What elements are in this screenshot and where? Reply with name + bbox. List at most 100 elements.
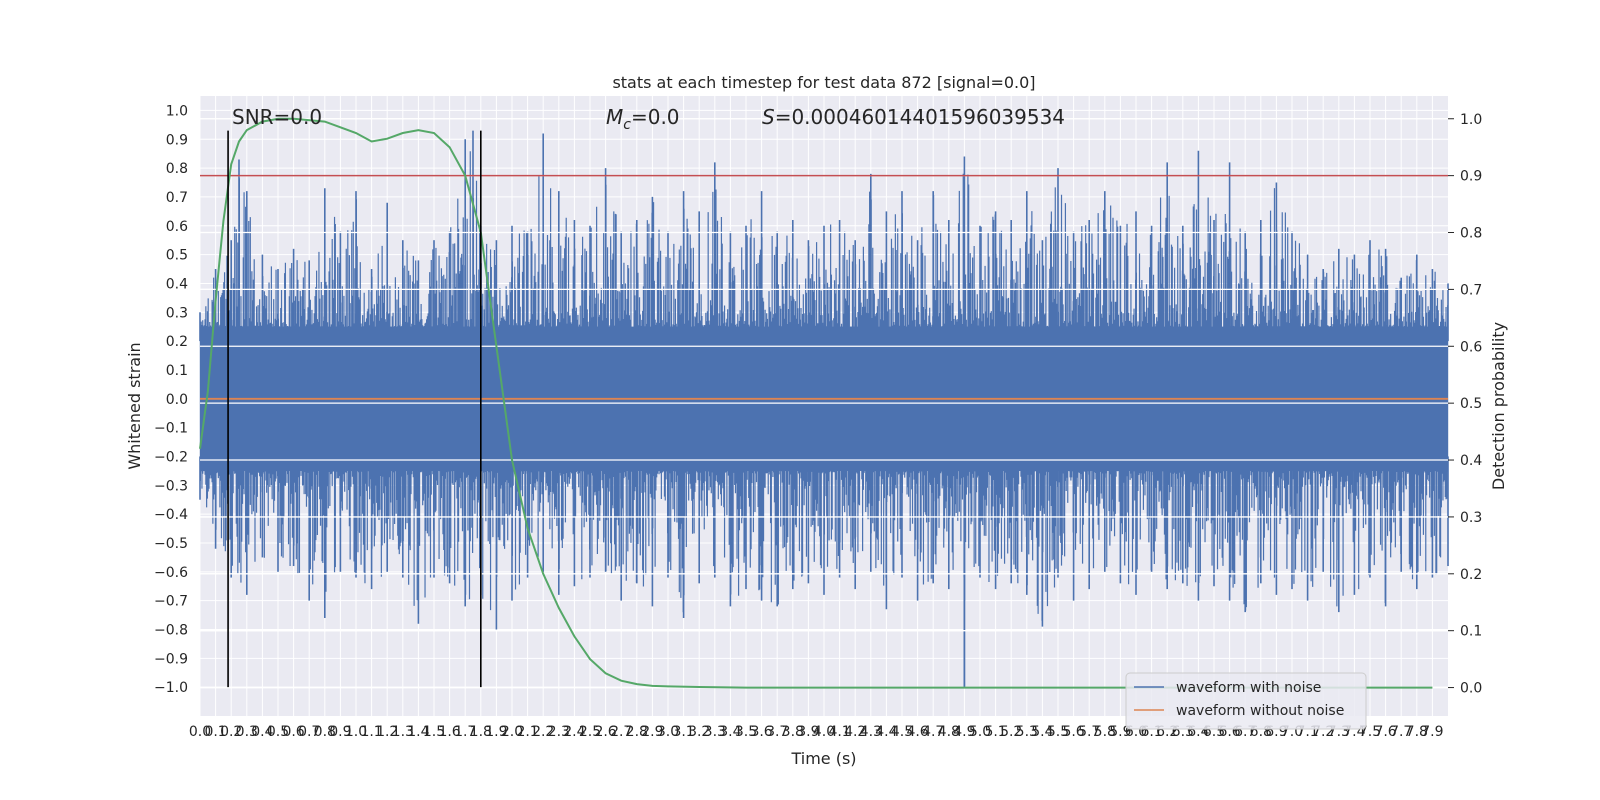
x-tick-label: 4.1 <box>828 724 850 740</box>
x-tick-label: 1.8 <box>470 724 492 740</box>
x-tick-label: 7.7 <box>1390 724 1412 740</box>
plot-series <box>199 117 1449 689</box>
x-tick-label: 5.0 <box>969 724 991 740</box>
left-tick-label: −0.2 <box>154 449 188 465</box>
x-tick-label: 1.9 <box>485 724 507 740</box>
x-tick-label: 4.6 <box>906 724 928 740</box>
x-tick-label: 4.3 <box>860 724 882 740</box>
x-tick-label: 0.5 <box>267 724 289 740</box>
x-tick-label: 3.0 <box>657 724 679 740</box>
x-tick-label: 1.3 <box>392 724 414 740</box>
x-tick-label: 3.5 <box>735 724 757 740</box>
x-tick-label: 0.1 <box>204 724 226 740</box>
left-tick-label: 0.0 <box>166 392 188 408</box>
x-tick-label: 4.9 <box>953 724 975 740</box>
left-tick-label: −0.3 <box>154 478 188 494</box>
x-tick-label: 2.3 <box>548 724 570 740</box>
x-tick-label: 2.6 <box>594 724 616 740</box>
x-tick-label: 3.3 <box>704 724 726 740</box>
x-tick-label: 1.4 <box>407 724 429 740</box>
left-axis-label: Whitened strain <box>125 342 144 469</box>
x-tick-label: 0.7 <box>298 724 320 740</box>
x-tick-label: 2.8 <box>626 724 648 740</box>
x-tick-label: 1.2 <box>376 724 398 740</box>
right-tick-label: 0.7 <box>1460 282 1482 298</box>
x-tick-label: 2.1 <box>516 724 538 740</box>
left-tick-label: 0.7 <box>166 190 188 206</box>
left-tick-label: 0.2 <box>166 334 188 350</box>
left-tick-label: −0.5 <box>154 536 188 552</box>
x-tick-label: 3.2 <box>688 724 710 740</box>
s-symbol: S <box>762 105 775 129</box>
x-tick-label: 7.8 <box>1406 724 1428 740</box>
x-tick-label: 4.8 <box>938 724 960 740</box>
right-axis-label: Detection probability <box>1489 322 1508 490</box>
legend: waveform with noise waveform without noi… <box>1125 672 1367 730</box>
x-tick-label: 5.6 <box>1062 724 1084 740</box>
x-tick-label: 2.0 <box>501 724 523 740</box>
chart-title: stats at each timestep for test data 872… <box>612 73 1035 92</box>
left-tick-label: 0.4 <box>166 276 188 292</box>
chirp-mass-subscript: c <box>623 117 631 133</box>
x-tick-label: 5.3 <box>1016 724 1038 740</box>
x-tick-label: 0.3 <box>236 724 258 740</box>
x-tick-label: 0.2 <box>220 724 242 740</box>
right-tick-label: 0.2 <box>1460 567 1482 583</box>
x-tick-label: 1.6 <box>438 724 460 740</box>
right-tick-label: 0.0 <box>1460 681 1482 697</box>
x-tick-label: 3.4 <box>719 724 741 740</box>
x-tick-label: 1.1 <box>360 724 382 740</box>
x-tick-label: 4.2 <box>844 724 866 740</box>
left-tick-label: 0.5 <box>166 248 188 264</box>
left-tick-label: −0.7 <box>154 594 188 610</box>
left-tick-label: 0.6 <box>166 219 188 235</box>
x-tick-label: 1.7 <box>454 724 476 740</box>
x-tick-label: 4.0 <box>813 724 835 740</box>
x-tick-label: 1.0 <box>345 724 367 740</box>
snr-annotation: SNR=0.0 <box>232 105 322 129</box>
left-tick-label: −0.6 <box>154 565 188 581</box>
right-tick-label: 0.3 <box>1460 510 1482 526</box>
left-tick-label: 1.0 <box>166 103 188 119</box>
right-tick-label: 0.1 <box>1460 624 1482 640</box>
left-tick-label: −0.4 <box>154 507 188 523</box>
left-tick-label: 0.1 <box>166 363 188 379</box>
legend-label-clean: waveform without noise <box>1176 703 1344 719</box>
x-tick-label: 7.6 <box>1374 724 1396 740</box>
right-tick-label: 0.9 <box>1460 169 1482 185</box>
x-tick-label: 0.4 <box>251 724 273 740</box>
right-tick-label: 0.5 <box>1460 396 1482 412</box>
right-tick-label: 1.0 <box>1460 112 1482 128</box>
x-tick-label: 0.6 <box>282 724 304 740</box>
chirp-mass-symbol: M <box>606 105 623 129</box>
left-tick-label: 0.9 <box>166 132 188 148</box>
right-tick-label: 0.8 <box>1460 226 1482 242</box>
x-tick-label: 2.9 <box>641 724 663 740</box>
x-tick-label: 2.7 <box>610 724 632 740</box>
legend-label-noisy: waveform with noise <box>1176 680 1321 696</box>
x-axis-label: Time (s) <box>790 749 856 768</box>
x-tick-label: 7.9 <box>1421 724 1443 740</box>
x-tick-label: 5.5 <box>1047 724 1069 740</box>
x-tick-label: 2.4 <box>563 724 585 740</box>
left-tick-label: −0.9 <box>154 651 188 667</box>
right-tick-label: 0.4 <box>1460 453 1482 469</box>
x-tick-label: 2.2 <box>532 724 554 740</box>
x-tick-label: 3.1 <box>672 724 694 740</box>
x-tick-label: 3.7 <box>766 724 788 740</box>
left-tick-label: −0.8 <box>154 622 188 638</box>
x-tick-label: 3.6 <box>750 724 772 740</box>
left-tick-label: 0.3 <box>166 305 188 321</box>
s-annotation: S=0.00046014401596039534 <box>762 105 1065 129</box>
x-tick-label: 4.7 <box>922 724 944 740</box>
x-tick-label: 2.5 <box>579 724 601 740</box>
left-tick-label: −0.1 <box>154 421 188 437</box>
x-tick-label: 5.2 <box>1000 724 1022 740</box>
x-tick-label: 3.9 <box>797 724 819 740</box>
x-tick-label: 4.5 <box>891 724 913 740</box>
chirp-mass-annotation: Mc=0.0 <box>606 105 680 133</box>
x-tick-label: 0.8 <box>314 724 336 740</box>
x-tick-label: 0.9 <box>329 724 351 740</box>
right-tick-label: 0.6 <box>1460 339 1482 355</box>
